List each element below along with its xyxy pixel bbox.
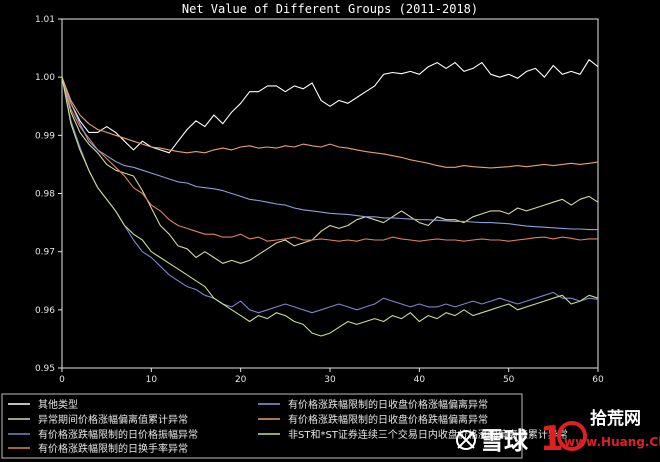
series-line-7 — [61, 77, 599, 337]
chart-title: Net Value of Different Groups (2011-2018… — [182, 2, 478, 16]
y-tick-label: 0.99 — [35, 131, 55, 141]
watermark-site-url: www.Huang.CN — [564, 435, 660, 449]
y-tick-label: 1.00 — [35, 73, 55, 83]
y-tick-label: 0.98 — [35, 190, 55, 200]
series-line-2 — [61, 77, 599, 264]
legend-label: 其他类型 — [38, 398, 78, 411]
series-line-3 — [61, 77, 599, 314]
series-line-4 — [61, 77, 598, 242]
x-tick-label: 10 — [146, 375, 158, 385]
legend-label: 有价格涨跌幅限制的日收盘价格涨幅偏离异常 — [288, 398, 488, 411]
y-tick-label: 0.97 — [35, 248, 55, 258]
series-line-5 — [61, 77, 598, 231]
watermark-brand: 雪球 — [480, 427, 529, 455]
y-tick-label: 0.95 — [35, 364, 55, 374]
huang-logo-icon — [557, 421, 587, 451]
watermark-logo: 雪球 1 拾荒网 www.Huang.CN — [456, 408, 660, 459]
xueqiu-logo-icon — [456, 430, 476, 450]
y-tick-label: 0.96 — [35, 306, 55, 316]
x-axis: 0 10 20 30 40 50 60 — [59, 368, 604, 385]
series-lines — [61, 59, 599, 337]
watermark-site-text: 拾荒网 — [590, 408, 641, 429]
legend-label: 非ST和*ST证券连续三个交易日内收盘价格涨幅偏离值累计异常 — [288, 428, 568, 441]
x-tick-label: 50 — [503, 375, 515, 385]
x-tick-label: 60 — [592, 375, 604, 385]
x-tick-label: 40 — [414, 375, 426, 385]
x-tick-label: 20 — [235, 375, 247, 385]
legend-label: 有价格涨跌幅限制的日换手率异常 — [38, 442, 188, 455]
y-tick-label: 1.01 — [35, 15, 55, 25]
series-line-6 — [61, 77, 599, 169]
x-tick-label: 30 — [324, 375, 336, 385]
watermark-logo-mark: 1 — [540, 419, 564, 459]
legend-label: 异常期间价格涨幅偏离值累计异常 — [38, 413, 188, 426]
legend-label: 有价格涨跌幅限制的日收盘价格跌幅偏离异常 — [288, 413, 488, 426]
y-axis: 0.95 0.96 0.97 0.98 0.99 1.00 1.01 — [35, 15, 62, 374]
x-tick-label: 0 — [59, 375, 65, 385]
legend-label: 有价格涨跌幅限制的日价格振幅异常 — [38, 428, 198, 441]
legend: 其他类型异常期间价格涨幅偏离值累计异常有价格涨跌幅限制的日价格振幅异常有价格涨跌… — [1, 393, 568, 459]
